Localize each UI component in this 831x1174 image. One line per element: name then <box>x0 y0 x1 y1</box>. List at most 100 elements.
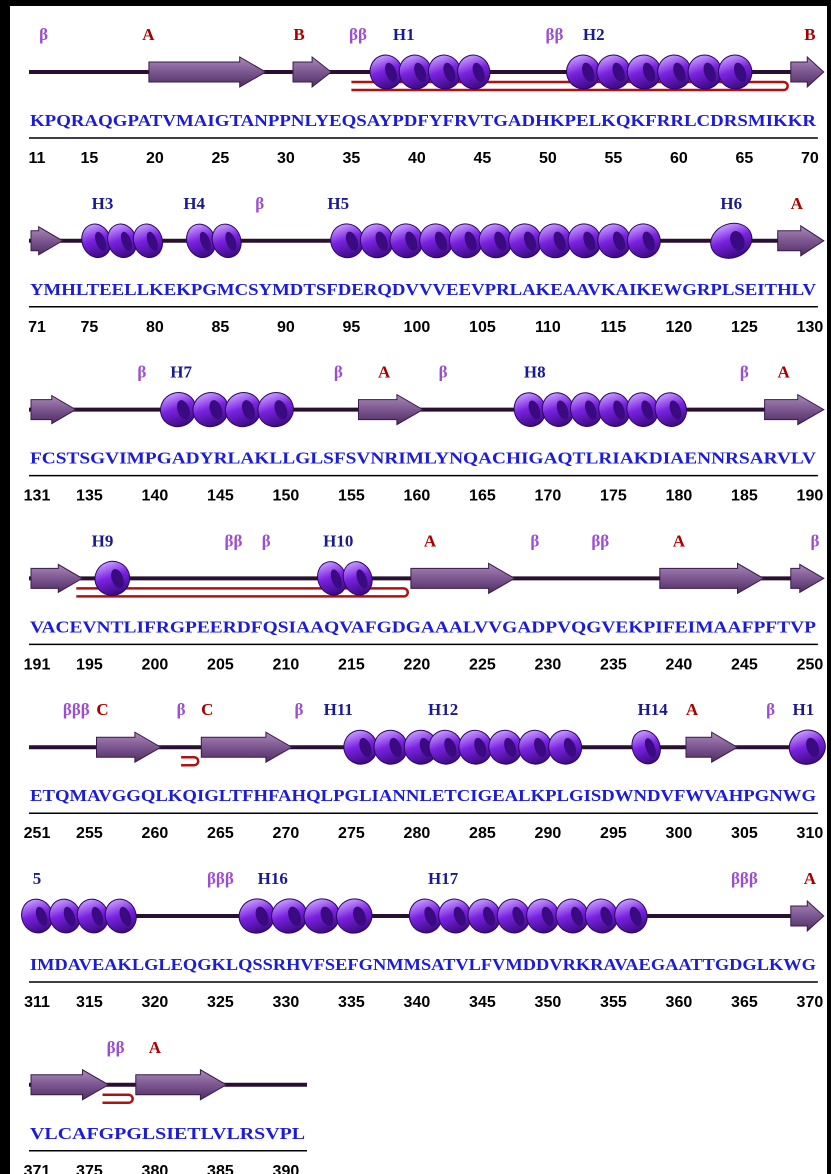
residue-number: 295 <box>600 825 627 842</box>
structure-label: A <box>804 869 817 888</box>
structure-label: A <box>424 531 437 550</box>
residue-number: 205 <box>207 656 234 673</box>
residue-number: 251 <box>24 825 51 842</box>
residue-number: 140 <box>142 488 169 505</box>
residue-number: 105 <box>469 319 496 336</box>
residue-number: 120 <box>666 319 693 336</box>
structure-label: β <box>39 25 48 44</box>
structure-label: β <box>439 363 448 382</box>
residue-number: 265 <box>207 825 234 842</box>
structure-label: ββ <box>107 1038 125 1057</box>
residue-number: 225 <box>469 656 496 673</box>
structure-label: H9 <box>92 531 114 550</box>
residue-number: 40 <box>408 150 426 167</box>
residue-number: 245 <box>731 656 758 673</box>
residue-number: 30 <box>277 150 295 167</box>
structure-label: A <box>673 531 686 550</box>
residue-number: 285 <box>469 825 496 842</box>
sequence: VACEVNTLIFRGPEERDFQSIAAQVAFGDGAAALVVGADP… <box>30 617 816 636</box>
residue-number: 370 <box>797 994 824 1011</box>
residue-number: 310 <box>797 825 824 842</box>
residue-number: 300 <box>666 825 693 842</box>
structure-label: βββ <box>63 700 90 719</box>
residue-number: 255 <box>76 825 103 842</box>
residue-number: 125 <box>731 319 758 336</box>
structure-label: ββ <box>349 25 367 44</box>
structure-label: C <box>96 700 108 719</box>
residue-number: 100 <box>404 319 431 336</box>
structure-label: B <box>293 25 304 44</box>
residue-number: 90 <box>277 319 295 336</box>
structure-label: A <box>778 363 791 382</box>
residue-number: 345 <box>469 994 496 1011</box>
structure-label: A <box>791 194 804 213</box>
residue-number: 145 <box>207 488 234 505</box>
residue-number: 330 <box>273 994 300 1011</box>
residue-number: 20 <box>146 150 164 167</box>
sequence: VLCAFGPGLSIETLVLRSVPL <box>30 1124 305 1143</box>
residue-number: 15 <box>81 150 99 167</box>
residue-number: 45 <box>474 150 492 167</box>
residue-number: 115 <box>600 319 626 336</box>
structure-label: βββ <box>207 869 234 888</box>
residue-number: 95 <box>343 319 361 336</box>
structure-label: β <box>137 363 146 382</box>
residue-number: 131 <box>24 488 51 505</box>
residue-number: 35 <box>343 150 361 167</box>
residue-number: 360 <box>666 994 693 1011</box>
residue-number: 150 <box>273 488 300 505</box>
residue-number: 85 <box>212 319 230 336</box>
residue-number: 380 <box>142 1163 169 1174</box>
structure-label: β <box>295 700 304 719</box>
residue-number: 365 <box>731 994 758 1011</box>
structure-label: A <box>142 25 155 44</box>
structure-label: H17 <box>428 869 459 888</box>
residue-number: 390 <box>273 1163 300 1174</box>
structure-label: H3 <box>92 194 114 213</box>
strand-arrow <box>149 57 266 87</box>
residue-number: 290 <box>535 825 562 842</box>
residue-number: 110 <box>535 319 561 336</box>
residue-number: 195 <box>76 656 103 673</box>
structure-label: ββ <box>225 531 243 550</box>
residue-number: 200 <box>142 656 169 673</box>
residue-number: 70 <box>801 150 819 167</box>
diagram: βABββH1ββH2BKPQRAQGPATVMAIGTANPPNLYEQSAY… <box>0 0 831 1174</box>
residue-number: 55 <box>605 150 623 167</box>
residue-number: 80 <box>146 319 164 336</box>
structure-label: B <box>804 25 815 44</box>
structure-label: H16 <box>258 869 288 888</box>
structure-label: H5 <box>327 194 349 213</box>
sequence: KPQRAQGPATVMAIGTANPPNLYEQSAYPDFYFRVTGADH… <box>30 111 817 130</box>
structure-label: A <box>378 363 391 382</box>
residue-number: 160 <box>404 488 431 505</box>
residue-number: 270 <box>273 825 300 842</box>
residue-number: 65 <box>736 150 754 167</box>
residue-number: 315 <box>76 994 103 1011</box>
structure-label: H12 <box>428 700 458 719</box>
structure-label: ββ <box>591 531 609 550</box>
residue-number: 75 <box>81 319 99 336</box>
residue-number: 71 <box>28 319 46 336</box>
residue-number: 335 <box>338 994 365 1011</box>
residue-number: 135 <box>76 488 103 505</box>
residue-number: 25 <box>212 150 230 167</box>
residue-number: 155 <box>338 488 365 505</box>
residue-number: 230 <box>535 656 562 673</box>
structure-label: β <box>177 700 186 719</box>
sequence: YMHLTEELLKEKPGMCSYMDTSFDERQDVVVEEVPRLAKE… <box>30 280 817 299</box>
structure-label: β <box>766 700 775 719</box>
structure-label: β <box>262 531 271 550</box>
residue-number: 320 <box>142 994 169 1011</box>
residue-number: 180 <box>666 488 693 505</box>
structure-label: H7 <box>170 363 192 382</box>
structure-label: H1 <box>393 25 415 44</box>
structure-label: H10 <box>323 531 353 550</box>
residue-number: 355 <box>600 994 627 1011</box>
residue-number: 50 <box>539 150 557 167</box>
residue-number: 375 <box>76 1163 103 1174</box>
structure-label: ββ <box>545 25 563 44</box>
residue-number: 240 <box>666 656 693 673</box>
residue-number: 130 <box>797 319 824 336</box>
structure-label: H14 <box>638 700 669 719</box>
